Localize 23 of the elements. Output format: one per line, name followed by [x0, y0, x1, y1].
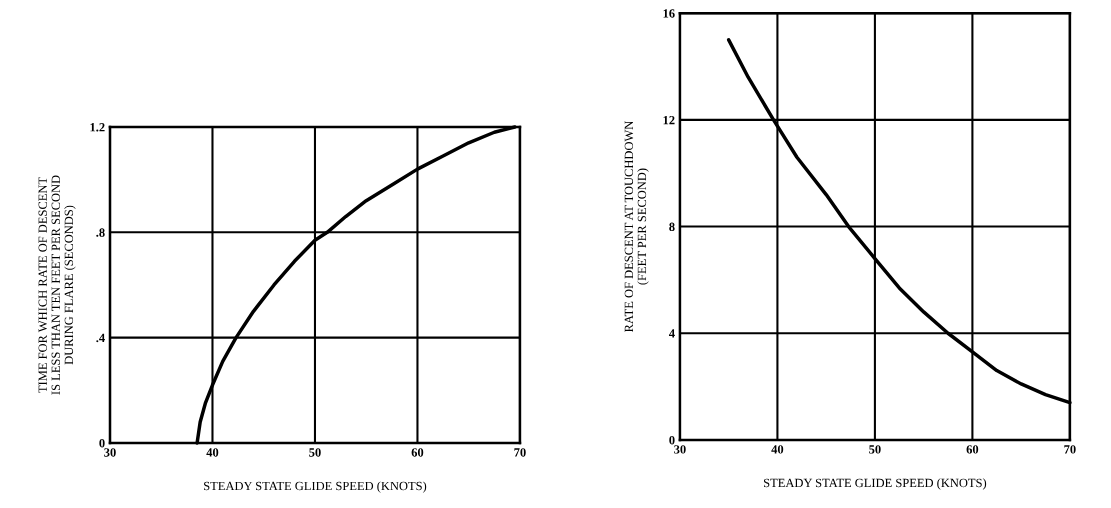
y-tick-label: 8 — [669, 222, 675, 232]
y-tick-label: .4 — [96, 333, 105, 343]
x-tick-label: 50 — [869, 445, 881, 454]
y-tick-label: 0 — [99, 439, 105, 448]
x-tick-label: 60 — [966, 445, 979, 454]
y-tick-label: 0 — [669, 435, 675, 445]
y-tick-label: .8 — [96, 228, 105, 237]
x-tick-label: 70 — [1064, 445, 1076, 454]
x-tick-label: 40 — [206, 448, 219, 457]
x-tick-label: 50 — [309, 448, 321, 457]
x-tick-label: 60 — [411, 448, 424, 457]
x-tick-label: 70 — [514, 448, 526, 457]
x-axis-title: STEADY STATE GLIDE SPEED (KNOTS) — [204, 481, 427, 493]
x-tick-label: 30 — [104, 448, 116, 457]
y-tick-label: 4 — [668, 329, 675, 338]
y-axis-title: TIME FOR WHICH RATE OF DESCENT IS LESS THAN TEN FEET PER SECOND DURING FLARE (SECONDS) — [38, 175, 76, 395]
x-tick-label: 30 — [674, 445, 686, 454]
x-tick-label: 40 — [771, 445, 784, 454]
x-axis-title: STEADY STATE GLIDE SPEED (KNOTS) — [764, 478, 987, 490]
y-axis-title: RATE OF DESCENT AT TOUCHDOWN (FEET PER SECOND) — [624, 121, 649, 333]
y-tick-label: 12 — [663, 115, 675, 125]
y-tick-label: 1.2 — [90, 123, 105, 132]
y-tick-label: 16 — [663, 9, 675, 18]
